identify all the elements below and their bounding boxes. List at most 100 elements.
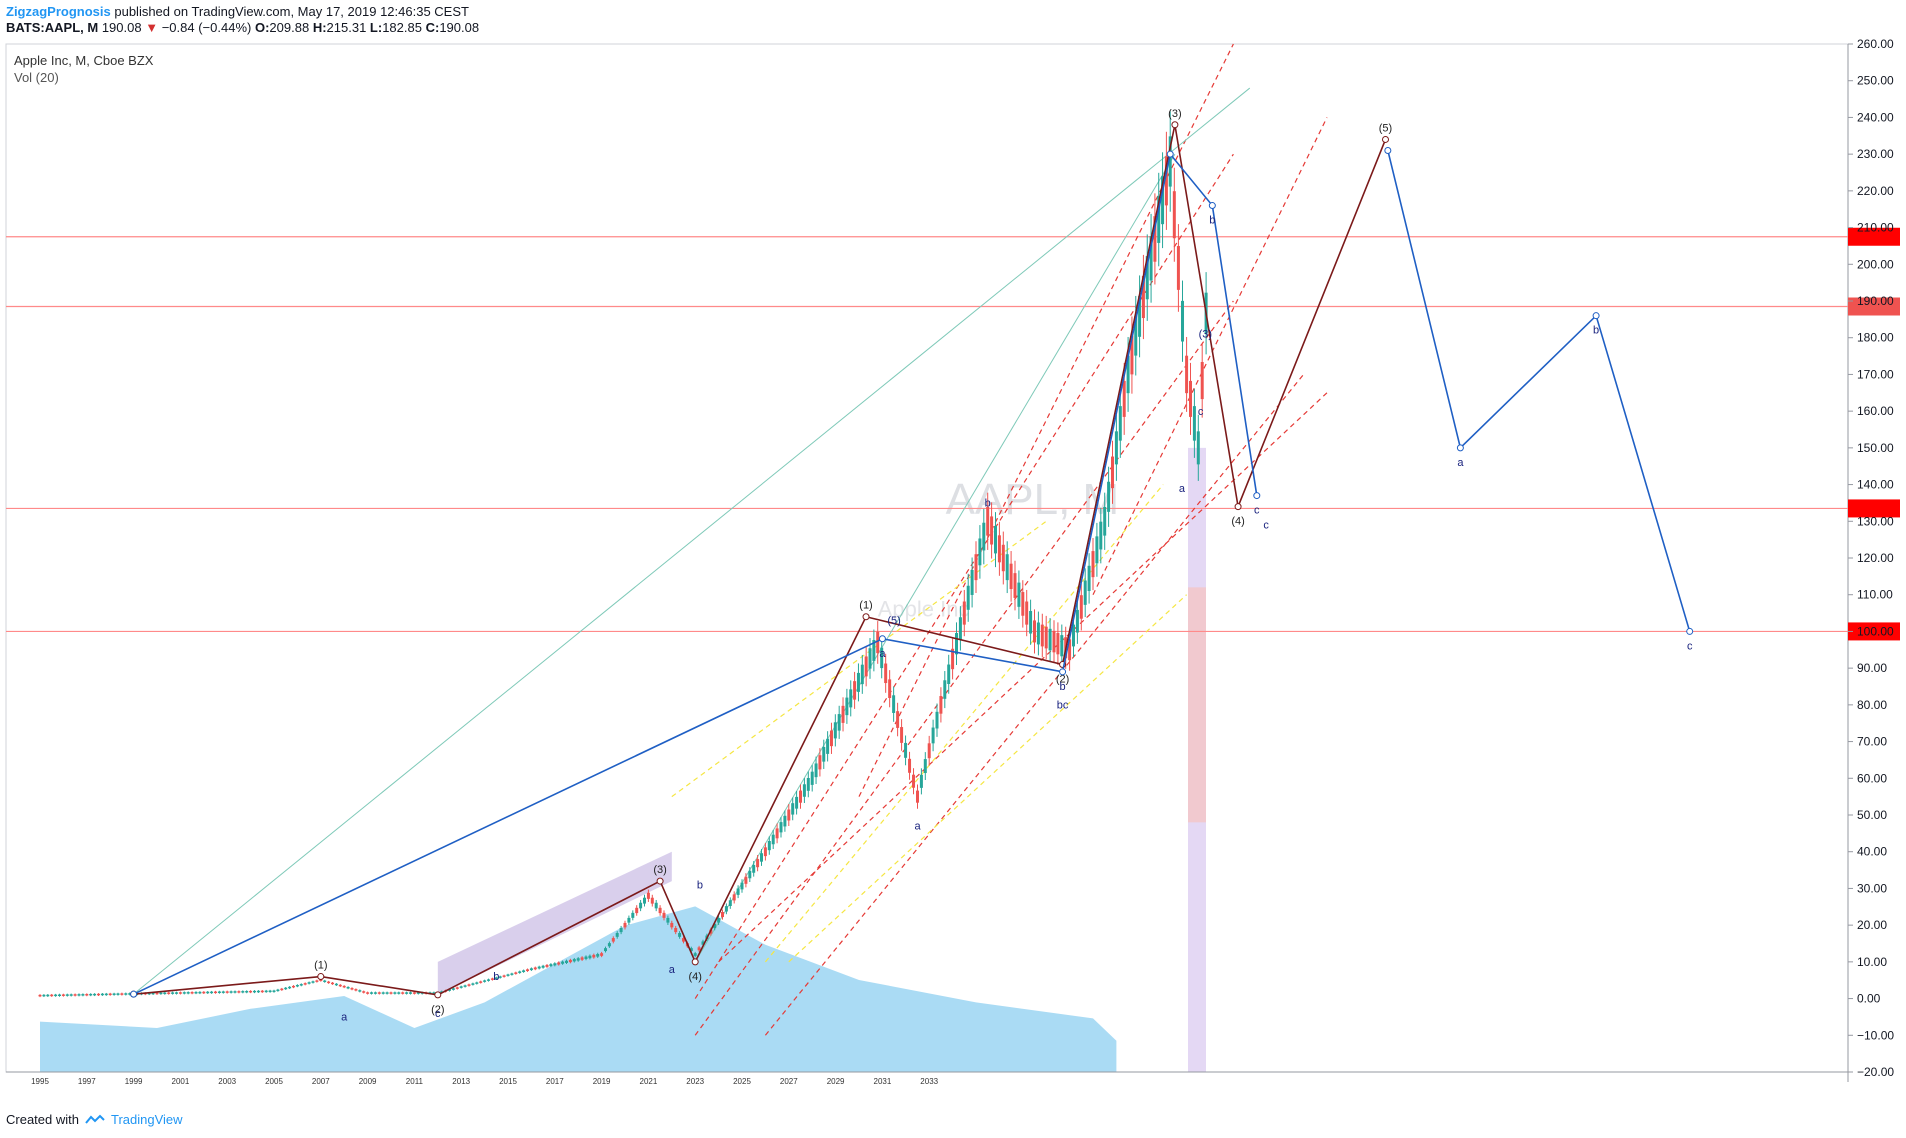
zigzag-point xyxy=(317,973,325,981)
x-tick-label: 2033 xyxy=(920,1077,938,1086)
candle-body xyxy=(506,974,510,976)
candle-body xyxy=(518,971,522,973)
y-tick-label: 0.00 xyxy=(1857,992,1881,1006)
tradingview-link[interactable]: TradingView xyxy=(110,1112,183,1127)
y-tick-label: 10.00 xyxy=(1857,955,1887,969)
candle-body xyxy=(982,522,986,551)
y-tick-label: −10.00 xyxy=(1857,1028,1894,1042)
candle-body xyxy=(860,664,864,685)
x-tick-label: 1999 xyxy=(125,1077,143,1086)
zigzag-point xyxy=(691,958,699,966)
candle-body xyxy=(77,994,81,996)
zigzag-point xyxy=(1234,503,1242,511)
x-tick-label: 2031 xyxy=(874,1077,892,1086)
candle-body xyxy=(346,986,350,989)
candle-body xyxy=(498,976,502,978)
candle-body xyxy=(868,648,872,669)
candle-body xyxy=(576,958,580,961)
candle-body xyxy=(186,992,190,994)
candle-body xyxy=(572,959,576,962)
candle-body xyxy=(370,992,373,994)
candle-body xyxy=(1091,551,1095,578)
candle-body xyxy=(549,964,553,967)
wave-label: c xyxy=(1687,640,1693,652)
candle-body xyxy=(596,954,600,957)
candle-body xyxy=(935,711,939,729)
candle-body xyxy=(537,966,541,969)
candle-body xyxy=(1029,610,1033,634)
y-tick-label: 20.00 xyxy=(1857,918,1887,932)
candle-body xyxy=(510,973,514,975)
candle-body xyxy=(592,954,596,958)
zigzag-line xyxy=(133,124,1387,996)
candle-body xyxy=(253,990,256,993)
candle-body xyxy=(650,897,654,904)
candle-body xyxy=(502,975,506,977)
candle-body xyxy=(1134,315,1138,356)
candle-body xyxy=(237,991,241,993)
candle-body xyxy=(856,672,860,692)
trend-line xyxy=(133,87,1251,995)
candle-body xyxy=(112,993,116,995)
wave-label: b xyxy=(697,879,703,891)
candle-body xyxy=(951,648,955,670)
wave-label: (2) xyxy=(431,1004,444,1016)
candle-body xyxy=(864,656,868,677)
candle-body xyxy=(771,834,775,845)
candle-body xyxy=(1103,506,1107,536)
candle-body xyxy=(475,982,479,984)
level-price-tag xyxy=(1848,297,1900,316)
candle-body xyxy=(120,993,124,995)
candle-body xyxy=(65,994,69,996)
candle-body xyxy=(1185,355,1189,394)
candle-body xyxy=(635,907,639,914)
candle-body xyxy=(182,992,186,994)
down-arrow-icon: ▼ xyxy=(145,20,159,35)
candle-body xyxy=(916,790,919,803)
candle-body xyxy=(760,853,763,862)
candle-body xyxy=(693,953,697,956)
candle-body xyxy=(841,705,845,723)
wave-label: (4) xyxy=(688,971,701,983)
candle-body xyxy=(580,957,584,960)
candle-body xyxy=(829,730,833,747)
candle-body xyxy=(171,992,175,994)
candle-body xyxy=(151,992,155,995)
candle-body xyxy=(416,992,420,994)
low-label: L: xyxy=(369,20,383,35)
wave-label: (4) xyxy=(1231,516,1244,528)
candle-body xyxy=(939,696,943,714)
close-value: 190.08 xyxy=(439,20,480,35)
candle-body xyxy=(1099,521,1103,550)
candle-body xyxy=(1075,609,1079,633)
candle-body xyxy=(795,796,799,809)
candle-body xyxy=(1033,620,1036,643)
candle-body xyxy=(872,639,876,661)
candle-body xyxy=(1141,275,1145,319)
wave-label: (3) xyxy=(1199,329,1212,341)
publish-info: ZigzagPrognosis published on TradingView… xyxy=(6,4,469,20)
candle-body xyxy=(1017,582,1021,607)
channel-line xyxy=(764,374,1305,1036)
y-tick-label: 160.00 xyxy=(1857,404,1894,418)
candle-body xyxy=(974,554,978,581)
candle-body xyxy=(393,992,397,994)
y-tick-label: 220.00 xyxy=(1857,184,1894,198)
watermark-symbol: AAPL, M xyxy=(946,475,1120,524)
channel-line-yellow xyxy=(671,520,1047,798)
y-tick-label: 200.00 xyxy=(1857,257,1894,271)
candle-body xyxy=(432,992,436,994)
candle-body xyxy=(728,900,732,906)
wave-label: (5) xyxy=(887,615,900,627)
candle-body xyxy=(962,601,966,625)
candle-body xyxy=(662,912,666,918)
candle-body xyxy=(467,984,471,986)
candle-body xyxy=(666,917,670,923)
candle-body xyxy=(264,990,268,993)
candle-body xyxy=(627,917,631,923)
candle-body xyxy=(100,993,104,996)
candle-body xyxy=(260,990,264,993)
candle-body xyxy=(818,755,822,770)
author-link[interactable]: ZigzagPrognosis xyxy=(6,4,111,19)
